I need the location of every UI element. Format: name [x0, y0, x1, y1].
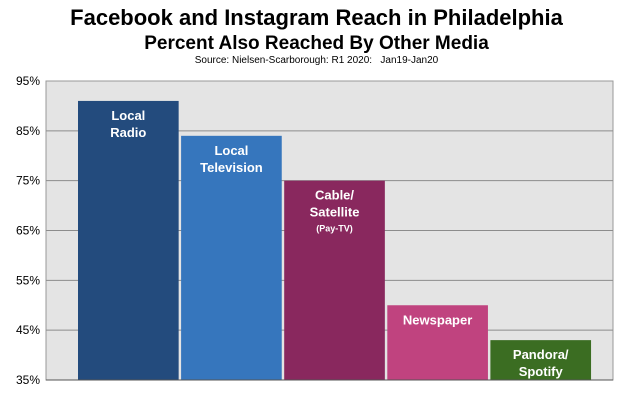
y-tick-label: 55% — [16, 273, 40, 287]
chart-source: Source: Nielsen-Scarborough: R1 2020: Ja… — [194, 55, 439, 66]
bar-label: Newspaper — [403, 312, 472, 327]
y-tick-label: 75% — [16, 174, 40, 188]
bar-label: Radio — [110, 125, 146, 140]
bar-labels: Local Radio Local Television Cable/Satellite… — [110, 108, 569, 379]
bar — [181, 135, 282, 380]
y-tick-label: 45% — [16, 323, 40, 337]
bar-label: Pandora/ — [513, 347, 569, 362]
bar-label: Spotify — [519, 364, 564, 379]
bars — [78, 100, 592, 380]
y-tick-label: 65% — [16, 224, 40, 238]
bar — [284, 180, 385, 380]
bar-label: Cable/ — [315, 188, 354, 203]
bar-label: Local — [214, 143, 248, 158]
bar-sublabel: (Pay-TV) — [316, 224, 353, 234]
chart-subtitle: Percent Also Reached By Other Media — [144, 33, 489, 54]
bar — [387, 305, 488, 380]
y-tick-label: 85% — [16, 124, 40, 138]
y-axis-ticks: 35% 45% 55% 65% 75% 85% 95% — [16, 74, 40, 387]
bar — [490, 340, 592, 380]
bar-label: Local — [111, 108, 145, 123]
bar-label: Satellite — [310, 205, 360, 220]
y-tick-label: 95% — [16, 74, 40, 88]
chart-title: Facebook and Instagram Reach in Philadel… — [70, 5, 563, 30]
bar — [78, 100, 179, 380]
bar-label: Television — [200, 160, 263, 175]
y-tick-label: 35% — [16, 373, 40, 387]
